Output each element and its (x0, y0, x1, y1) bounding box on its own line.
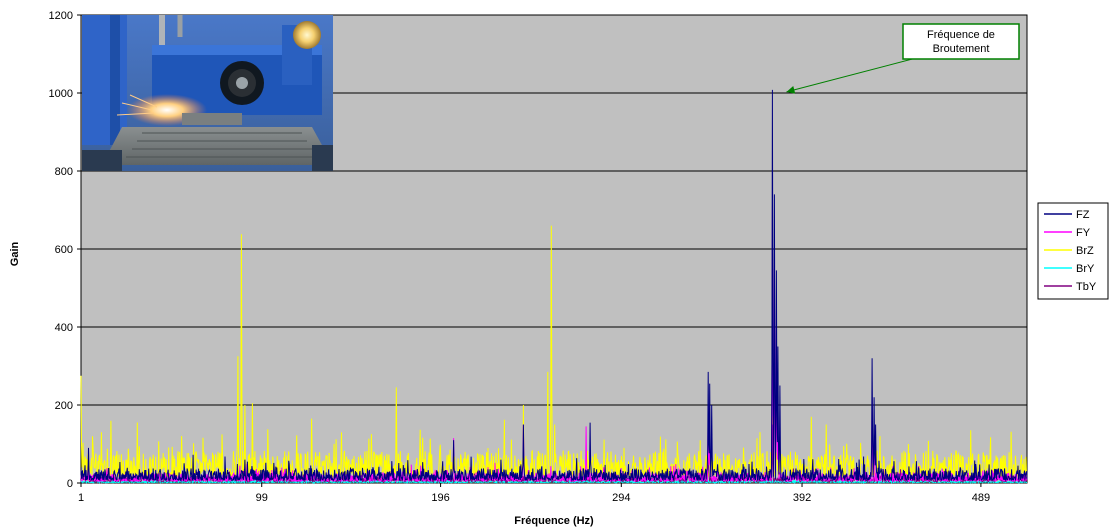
annotation-line-2: Broutement (933, 43, 990, 55)
series-line-brz (80, 225, 1028, 479)
grinding-machine-photo (82, 15, 333, 171)
x-tick-label: 196 (431, 492, 449, 504)
x-tick-label: 1 (78, 492, 84, 504)
annotation-line-1: Fréquence de (927, 29, 995, 41)
x-tick-label: 294 (612, 492, 630, 504)
y-axis-title: Gain (9, 241, 21, 266)
annotation-arrowhead (786, 85, 796, 94)
y-tick-label: 200 (55, 400, 73, 412)
annotation-arrow (786, 56, 921, 93)
legend: FZ FY BrZ BrY TbY (1037, 202, 1109, 300)
y-tick-label: 400 (55, 322, 73, 334)
legend-label-brz: BrZ (1076, 245, 1094, 257)
y-tick-label: 800 (55, 166, 73, 178)
legend-box (1037, 202, 1109, 300)
x-tick-label: 99 (256, 492, 268, 504)
annotation-box (902, 23, 1020, 60)
y-tick-label: 600 (55, 244, 73, 256)
series-line-fz (80, 89, 1028, 483)
legend-label-fy: FY (1076, 227, 1091, 239)
y-tick-label: 1200 (49, 10, 73, 22)
x-axis-title: Fréquence (Hz) (514, 515, 594, 527)
series-lines (80, 89, 1028, 485)
legend-label-bry: BrY (1076, 263, 1095, 275)
y-tick-label: 0 (67, 478, 73, 490)
photo-illustration (82, 15, 333, 171)
chatter-frequency-annotation: Fréquence de Broutement (786, 23, 1020, 94)
legend-label-tby: TbY (1076, 281, 1097, 293)
x-tick-label: 489 (972, 492, 990, 504)
y-axis-ticks: 0 200 400 600 800 1000 1200 (49, 10, 81, 490)
legend-label-fz: FZ (1076, 209, 1090, 221)
x-axis-ticks: 1 99 196 294 392 489 (78, 483, 990, 504)
x-tick-label: 392 (793, 492, 811, 504)
y-tick-label: 1000 (49, 88, 73, 100)
